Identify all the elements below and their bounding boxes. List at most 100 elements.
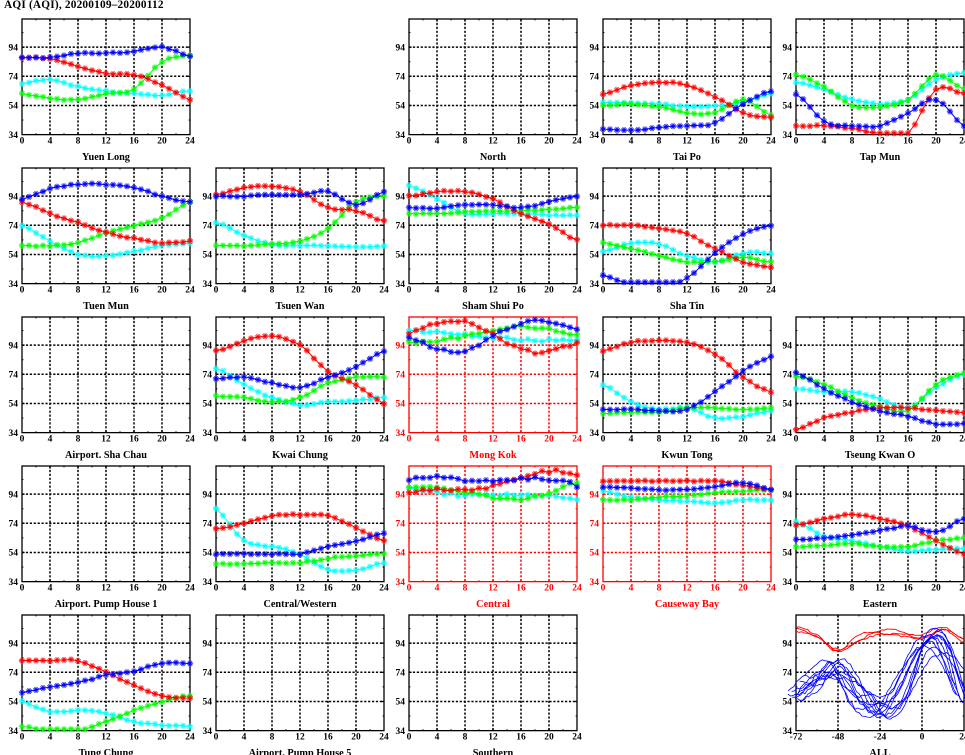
svg-text:16: 16 (903, 435, 913, 445)
svg-text:8: 8 (463, 435, 468, 445)
svg-text:16: 16 (129, 435, 139, 445)
svg-text:0: 0 (213, 732, 218, 742)
svg-text:Kwun Tong: Kwun Tong (661, 450, 713, 461)
svg-text:20: 20 (738, 137, 748, 147)
svg-text:12: 12 (101, 435, 111, 445)
svg-text:Mong Kok: Mong Kok (469, 450, 516, 461)
svg-text:54: 54 (589, 251, 599, 261)
svg-text:94: 94 (9, 192, 19, 202)
svg-text:94: 94 (589, 341, 599, 351)
svg-text:24: 24 (572, 732, 582, 742)
svg-text:Causeway Bay: Causeway Bay (654, 599, 719, 610)
svg-text:94: 94 (202, 639, 212, 649)
svg-text:4: 4 (435, 732, 440, 742)
svg-text:-48: -48 (832, 732, 845, 742)
svg-text:4: 4 (628, 435, 633, 445)
svg-text:54: 54 (202, 697, 212, 707)
svg-text:8: 8 (269, 583, 274, 593)
svg-text:94: 94 (9, 43, 19, 53)
svg-text:12: 12 (488, 583, 498, 593)
svg-text:54: 54 (202, 251, 212, 261)
svg-text:34: 34 (396, 280, 406, 290)
svg-text:8: 8 (656, 137, 661, 147)
svg-text:24: 24 (959, 137, 965, 147)
svg-text:12: 12 (295, 583, 305, 593)
svg-text:Sham Shui Po: Sham Shui Po (462, 301, 524, 312)
svg-text:16: 16 (129, 286, 139, 296)
svg-text:94: 94 (783, 639, 793, 649)
svg-text:0: 0 (794, 583, 799, 593)
svg-text:16: 16 (903, 583, 913, 593)
svg-text:8: 8 (269, 286, 274, 296)
svg-text:16: 16 (129, 137, 139, 147)
svg-text:12: 12 (295, 732, 305, 742)
svg-text:0: 0 (407, 286, 412, 296)
svg-text:74: 74 (589, 370, 599, 380)
svg-text:24: 24 (185, 732, 195, 742)
svg-text:-24: -24 (874, 732, 887, 742)
svg-text:20: 20 (931, 583, 941, 593)
svg-text:34: 34 (202, 280, 212, 290)
svg-text:8: 8 (850, 583, 855, 593)
svg-text:20: 20 (544, 286, 554, 296)
svg-text:74: 74 (783, 519, 793, 529)
svg-text:54: 54 (589, 400, 599, 410)
svg-text:4: 4 (628, 286, 633, 296)
svg-text:24: 24 (185, 435, 195, 445)
svg-text:16: 16 (129, 732, 139, 742)
svg-text:54: 54 (783, 102, 793, 112)
svg-text:20: 20 (738, 286, 748, 296)
svg-text:54: 54 (589, 548, 599, 558)
svg-text:20: 20 (544, 732, 554, 742)
svg-text:34: 34 (396, 131, 406, 141)
svg-text:16: 16 (323, 435, 333, 445)
svg-text:0: 0 (600, 435, 605, 445)
svg-text:0: 0 (20, 286, 25, 296)
svg-text:34: 34 (202, 578, 212, 588)
svg-text:20: 20 (351, 583, 361, 593)
svg-text:8: 8 (76, 435, 81, 445)
svg-text:54: 54 (9, 251, 19, 261)
svg-text:4: 4 (435, 435, 440, 445)
svg-text:12: 12 (682, 435, 692, 445)
svg-text:Tai Po: Tai Po (673, 152, 701, 163)
svg-text:24: 24 (572, 286, 582, 296)
svg-text:20: 20 (157, 583, 167, 593)
svg-text:Central/Western: Central/Western (263, 599, 336, 610)
svg-text:94: 94 (783, 341, 793, 351)
svg-text:12: 12 (101, 583, 111, 593)
svg-text:Tung Chung: Tung Chung (79, 748, 135, 755)
svg-text:24: 24 (379, 286, 389, 296)
svg-text:94: 94 (589, 192, 599, 202)
svg-text:34: 34 (9, 131, 19, 141)
svg-text:16: 16 (516, 286, 526, 296)
svg-text:24: 24 (959, 435, 965, 445)
svg-text:12: 12 (488, 137, 498, 147)
svg-text:0: 0 (20, 732, 25, 742)
svg-text:74: 74 (202, 668, 212, 678)
svg-text:34: 34 (783, 131, 793, 141)
svg-text:4: 4 (241, 286, 246, 296)
svg-text:20: 20 (544, 583, 554, 593)
svg-text:0: 0 (600, 583, 605, 593)
svg-text:34: 34 (9, 578, 19, 588)
svg-text:94: 94 (589, 490, 599, 500)
svg-text:16: 16 (323, 583, 333, 593)
svg-text:34: 34 (783, 578, 793, 588)
svg-text:20: 20 (351, 435, 361, 445)
svg-text:12: 12 (875, 583, 885, 593)
svg-text:12: 12 (488, 435, 498, 445)
svg-text:54: 54 (9, 400, 19, 410)
svg-text:94: 94 (783, 490, 793, 500)
svg-text:Central: Central (476, 599, 510, 610)
svg-text:54: 54 (9, 697, 19, 707)
svg-text:0: 0 (407, 137, 412, 147)
svg-text:54: 54 (202, 400, 212, 410)
svg-text:74: 74 (783, 668, 793, 678)
svg-text:54: 54 (396, 548, 406, 558)
svg-text:0: 0 (213, 286, 218, 296)
svg-text:74: 74 (396, 668, 406, 678)
svg-text:34: 34 (589, 280, 599, 290)
svg-text:Airport. Pump House 1: Airport. Pump House 1 (55, 599, 158, 610)
svg-text:16: 16 (903, 137, 913, 147)
